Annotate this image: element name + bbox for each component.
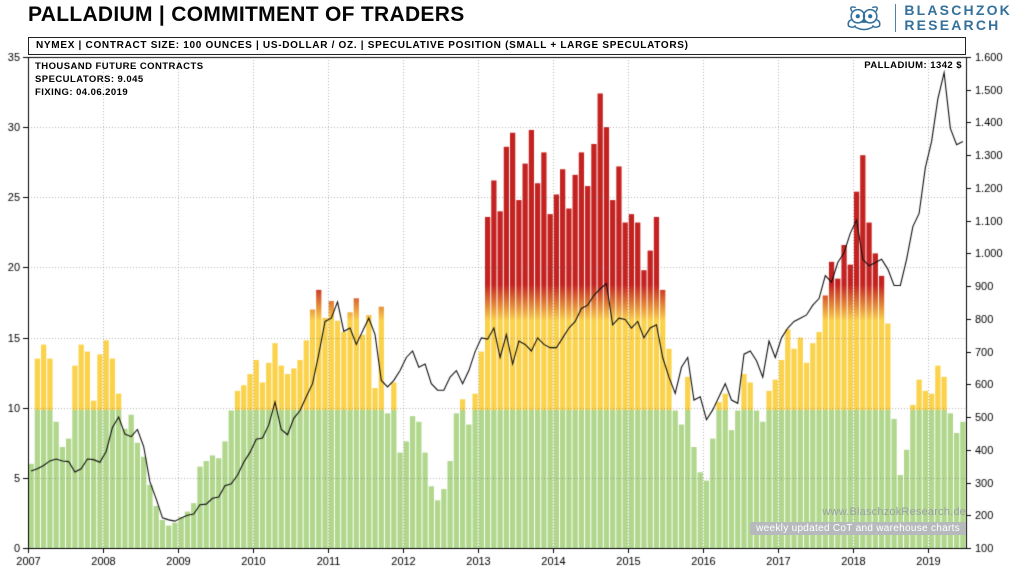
chart-unit-label: THOUSAND FUTURE CONTRACTS — [35, 61, 204, 72]
speculators-value: SPECULATORS: 9.045 — [35, 74, 144, 85]
fixing-date: FIXING: 04.06.2019 — [35, 87, 129, 98]
brand-name-line1: BLASCHZOK — [904, 2, 1012, 18]
brand-name-line2: RESEARCH — [904, 17, 1001, 33]
chart-annotations-left: THOUSAND FUTURE CONTRACTS SPECULATORS: 9… — [35, 60, 204, 99]
brand-logo: BLASCHZOK RESEARCH — [841, 2, 1012, 34]
cot-chart-canvas — [0, 45, 1024, 575]
watermark: www.BlaschzokResearch.de weekly updated … — [750, 506, 966, 536]
watermark-url: www.BlaschzokResearch.de — [822, 506, 966, 518]
page-title: PALLADIUM | COMMITMENT OF TRADERS — [28, 3, 465, 26]
palladium-price-label: PALLADIUM: 1342 $ — [864, 60, 962, 71]
brand-divider — [895, 4, 897, 32]
owl-logo-icon — [847, 6, 881, 31]
brand-text: BLASCHZOK RESEARCH — [904, 3, 1012, 33]
watermark-tagline: weekly updated CoT and warehouse charts — [750, 522, 966, 535]
